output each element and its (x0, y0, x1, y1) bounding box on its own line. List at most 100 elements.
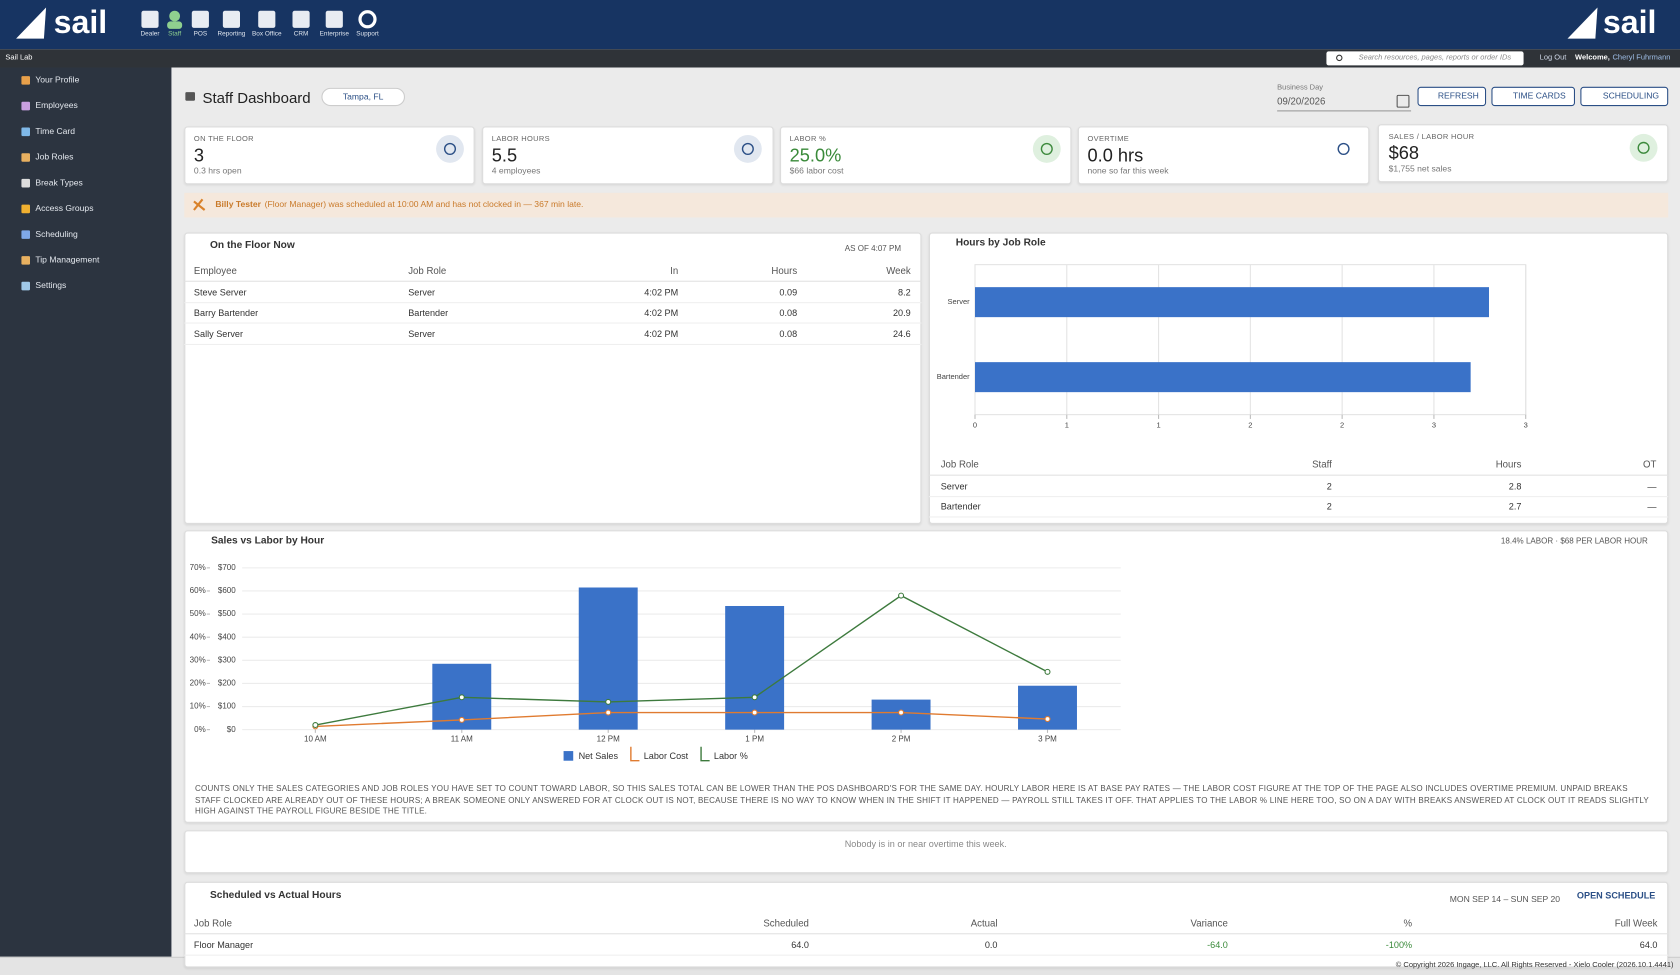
nav-item[interactable]: Reporting (217, 31, 246, 38)
table-cell: 4:02 PM (644, 328, 679, 339)
table-cell: 0.0 (984, 939, 998, 951)
kpi-sub: $66 labor cost (789, 166, 844, 176)
button-label[interactable]: SCHEDULING (1602, 91, 1660, 101)
table-cell: Server (408, 328, 436, 339)
nav-item[interactable]: Dealer (140, 31, 160, 38)
date: 09/20/2026 (1277, 95, 1326, 107)
kpi-sub: none so far this week (1087, 166, 1169, 176)
table-cell: 2.8 (1508, 480, 1522, 491)
as-of: AS OF 4:07 PM (844, 243, 902, 254)
calendar-icon (1396, 94, 1410, 108)
column-header: Hours (1495, 459, 1522, 470)
column-header: Scheduled (763, 917, 809, 929)
nav-item[interactable]: CRM (293, 31, 309, 38)
column-header: Job Role (940, 459, 979, 470)
table-cell: — (1647, 501, 1657, 512)
kpi-sub: 4 employees (491, 166, 541, 176)
nav-item[interactable]: POS (193, 31, 208, 38)
kpi-value: 3 (193, 145, 205, 166)
kpi-card (1377, 124, 1669, 183)
panel (184, 232, 922, 524)
sidebar-item[interactable]: Access Groups (35, 203, 94, 214)
search-placeholder: Search resources, pages, reports or orde… (1358, 54, 1512, 62)
sidebar-item[interactable]: Job Roles (35, 152, 74, 162)
panel-title: Scheduled vs Actual Hours (210, 889, 342, 902)
nav-item[interactable]: Staff (168, 31, 182, 38)
sub-bar (0, 49, 1680, 68)
kpi-value: 25.0% (789, 145, 842, 166)
brand: sail (1602, 5, 1657, 41)
table-cell: 24.6 (892, 328, 911, 339)
table-cell: 64.0 (791, 939, 809, 951)
nav-item[interactable]: Enterprise (319, 31, 349, 38)
sidebar-item[interactable]: Tip Management (35, 255, 100, 265)
sidebar-item[interactable]: Time Card (35, 126, 76, 137)
panel (184, 881, 1669, 968)
alert-text: (Floor Manager) was scheduled at 10:00 A… (264, 199, 584, 209)
row-divider (928, 516, 1669, 518)
logout-link[interactable]: Log Out (1539, 54, 1567, 62)
divider (928, 474, 1669, 476)
kpi-label: LABOR HOURS (491, 135, 550, 144)
table-cell: Server (940, 480, 968, 491)
location[interactable]: Tampa, FL (342, 92, 384, 102)
table-cell: 2.7 (1508, 501, 1522, 512)
table-cell: 4:02 PM (644, 307, 679, 318)
sidebar-item[interactable]: Your Profile (35, 75, 80, 85)
table-cell: Steve Server (193, 286, 247, 298)
button[interactable] (1580, 86, 1669, 107)
panel (184, 530, 1669, 823)
nav-item[interactable]: Support (356, 31, 379, 38)
table-cell: Server (408, 286, 436, 298)
row-divider (184, 954, 1669, 956)
label: Business Day (1277, 84, 1323, 92)
user-name: Cheryl Fuhrmann (1612, 54, 1671, 62)
table-cell: -100% (1385, 939, 1413, 951)
column-header: Hours (771, 265, 798, 276)
welcome: Welcome, (1575, 54, 1610, 62)
search-box (1326, 51, 1524, 66)
table-cell: — (1647, 480, 1657, 491)
kpi-sub: 0.3 hrs open (193, 166, 242, 176)
table-cell: 2 (1326, 480, 1332, 491)
sidebar-item[interactable]: Break Types (35, 177, 83, 188)
table-cell: 0.09 (779, 286, 798, 298)
sidebar-item[interactable]: Scheduling (35, 229, 78, 239)
org-name: Sail Lab (5, 54, 33, 62)
table-cell: -64.0 (1207, 939, 1228, 951)
panel (928, 232, 1669, 524)
row-divider (184, 301, 922, 303)
column-header: % (1403, 917, 1413, 929)
button[interactable] (1417, 86, 1487, 107)
table-cell: 20.9 (892, 307, 911, 318)
top-bar (0, 0, 1680, 50)
date-underline (1277, 110, 1412, 112)
table-cell: 0.08 (779, 307, 798, 318)
button[interactable] (1491, 86, 1576, 107)
nav-item[interactable]: Box Office (252, 31, 282, 38)
button-label[interactable]: TIME CARDS (1512, 91, 1566, 101)
column-header: Job Role (408, 265, 447, 276)
sidebar-item[interactable]: Employees (35, 100, 78, 111)
kpi-label: LABOR % (789, 135, 827, 144)
table-cell: 2 (1326, 501, 1332, 512)
table-cell: Bartender (940, 501, 981, 512)
summary: 18.4% LABOR · $68 PER LABOR HOUR (1500, 535, 1648, 546)
sidebar (0, 67, 172, 957)
kpi-card (780, 126, 1072, 185)
button-label[interactable]: REFRESH (1437, 91, 1479, 101)
copyright: © Copyright 2026 Ingage, LLC. All Rights… (1395, 961, 1674, 970)
table-cell: 4:02 PM (644, 286, 679, 298)
table-cell: Floor Manager (193, 939, 254, 951)
alert-banner (184, 192, 1669, 218)
column-header: Full Week (1614, 917, 1658, 929)
open-schedule[interactable]: OPEN SCHEDULE (1576, 890, 1656, 901)
column-header: In (670, 265, 679, 276)
table-cell: Bartender (408, 307, 449, 318)
row-divider (184, 343, 922, 345)
panel-title: Sales vs Labor by Hour (211, 534, 325, 547)
column-header: Week (886, 265, 911, 276)
kpi-card (1077, 126, 1370, 185)
sidebar-item[interactable]: Settings (35, 280, 67, 291)
